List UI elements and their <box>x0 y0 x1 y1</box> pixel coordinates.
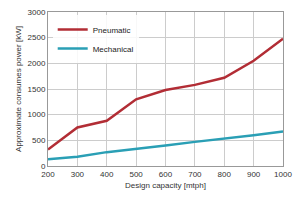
svg-text:2000: 2000 <box>28 59 46 68</box>
svg-text:1500: 1500 <box>28 85 46 94</box>
svg-text:500: 500 <box>32 136 46 145</box>
svg-text:700: 700 <box>188 170 202 179</box>
svg-text:2500: 2500 <box>28 33 46 42</box>
svg-text:800: 800 <box>218 170 232 179</box>
svg-text:Mechanical: Mechanical <box>93 45 134 54</box>
svg-text:Pneumatic: Pneumatic <box>93 26 131 35</box>
svg-text:400: 400 <box>100 170 114 179</box>
svg-text:Approximate consumes power [kW: Approximate consumes power [kW] <box>14 26 23 152</box>
svg-text:200: 200 <box>41 170 55 179</box>
svg-text:300: 300 <box>71 170 85 179</box>
svg-text:600: 600 <box>159 170 173 179</box>
svg-text:3000: 3000 <box>28 8 46 17</box>
svg-text:900: 900 <box>247 170 261 179</box>
svg-text:1000: 1000 <box>28 110 46 119</box>
svg-text:0: 0 <box>41 162 46 171</box>
svg-text:Design capacity [mtph]: Design capacity [mtph] <box>125 181 206 190</box>
svg-text:1000: 1000 <box>274 170 292 179</box>
svg-text:500: 500 <box>129 170 143 179</box>
